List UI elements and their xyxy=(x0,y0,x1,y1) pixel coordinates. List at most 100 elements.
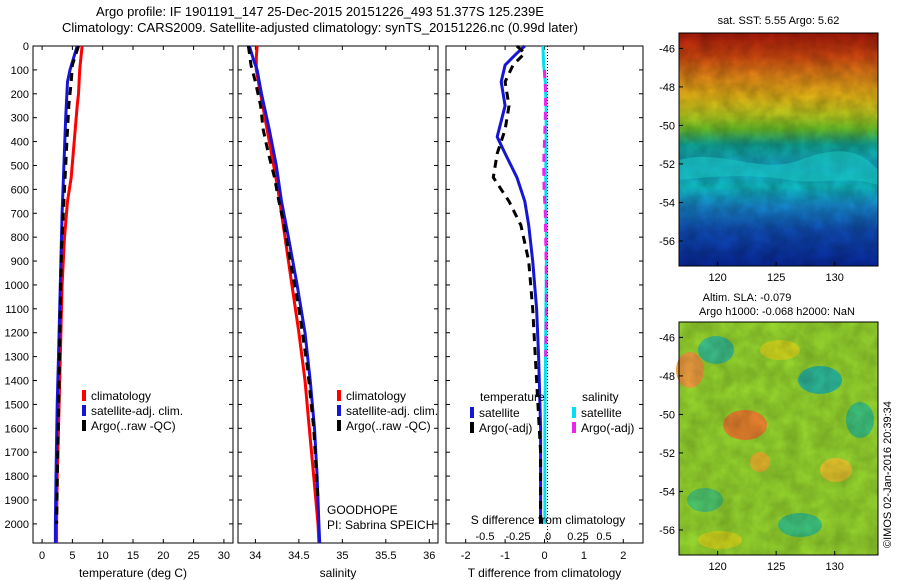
legend-label: Argo(-adj) xyxy=(581,421,634,435)
sst-frame xyxy=(678,32,879,267)
x-tick-label: 1 xyxy=(581,550,587,562)
series-line xyxy=(53,45,79,543)
depth-tick-label: 800 xyxy=(11,232,29,244)
x-tick-label: 0 xyxy=(541,550,547,562)
legend-swatch xyxy=(470,422,474,433)
lon-tick-label: 120 xyxy=(708,272,726,284)
depth-tick-label: 100 xyxy=(11,65,29,77)
depth-tick-label: 300 xyxy=(11,113,29,125)
series-line xyxy=(55,45,80,524)
lon-tick-label: 125 xyxy=(767,272,785,284)
x-axis-label: T difference from climatology xyxy=(468,566,622,580)
legend-label: satellite-adj. clim. xyxy=(91,404,183,418)
top-tick-label: 0 xyxy=(545,531,551,543)
x-tick-label: 35.5 xyxy=(375,550,396,562)
top-tick-label: 0.5 xyxy=(596,531,611,543)
series-line xyxy=(246,45,320,501)
legend-swatch xyxy=(572,422,576,433)
depth-tick-label: 600 xyxy=(11,184,29,196)
x-tick-label: 34 xyxy=(249,550,261,562)
sla-texture xyxy=(679,322,878,555)
legend-label: satellite xyxy=(581,406,622,420)
title-line-1: Argo profile: IF 1901191_147 25-Dec-2015… xyxy=(96,4,544,19)
x-axis-label: salinity xyxy=(320,566,357,580)
temperature-panel: 0 5 10 15 20 25 30 temperature (deg C) climatolo… xyxy=(33,45,233,580)
x-tick-label: -2 xyxy=(461,550,471,562)
salinity-top-ticks: -0.5 -0.25 0 0.25 0.5 xyxy=(476,531,612,543)
lat-tick-label: -54 xyxy=(659,486,675,498)
sst-caption: sat. SST: 5.55 Argo: 5.62 xyxy=(717,15,840,27)
legend-swatch xyxy=(82,405,86,416)
lat-tick-label: -52 xyxy=(659,448,675,460)
depth-tick-label: 0 xyxy=(23,41,29,53)
legend-heading: temperature xyxy=(480,390,545,404)
lat-tick-label: -56 xyxy=(659,525,675,537)
series-line xyxy=(491,44,543,524)
depth-tick-label: 1600 xyxy=(5,423,29,435)
legend-heading: salinity xyxy=(582,390,619,404)
x-tick-label: 0 xyxy=(39,550,45,562)
lat-tick-label: -48 xyxy=(659,371,675,383)
depth-tick-label: 200 xyxy=(11,89,29,101)
depth-tick-label: 1300 xyxy=(5,352,29,364)
legend-label: satellite xyxy=(479,406,520,420)
depth-tick-label: 1000 xyxy=(5,280,29,292)
sla-map xyxy=(676,321,879,556)
sla-frame xyxy=(678,321,879,556)
sst-axis-ticks: 120 125 130 -46 -48 -50 -52 -54 -56 xyxy=(659,43,844,284)
legend-label: Argo(..raw -QC) xyxy=(91,419,176,433)
lat-tick-label: -52 xyxy=(659,159,675,171)
legend-swatch xyxy=(470,407,474,418)
x-tick-label: 30 xyxy=(218,550,230,562)
imos-watermark: ©IMOS 02-Jan-2016 20:39:34 xyxy=(882,401,894,548)
salinity-panel-frame xyxy=(237,45,439,544)
depth-tick-label: 1400 xyxy=(5,376,29,388)
top-tick-label: -0.5 xyxy=(476,531,495,543)
title-line-2: Climatology: CARS2009. Satellite-adjuste… xyxy=(62,20,578,35)
sla-caption-1: Altim. SLA: -0.079 xyxy=(702,292,792,304)
lat-tick-label: -50 xyxy=(659,409,675,421)
legend-swatch xyxy=(572,407,576,418)
series-line xyxy=(542,69,548,357)
x-axis-label: temperature (deg C) xyxy=(79,566,187,580)
lat-tick-label: -56 xyxy=(659,236,675,248)
legend-label: climatology xyxy=(346,389,406,403)
lat-tick-label: -50 xyxy=(659,120,675,132)
salinity-panel: 34 34.5 35 35.5 36 salinity climatologysatelli… xyxy=(238,45,438,580)
legend-label: Argo(..raw -QC) xyxy=(346,419,431,433)
legend-swatch xyxy=(82,390,86,401)
legend-swatch xyxy=(82,420,86,431)
project-annotation: GOODHOPE xyxy=(327,503,398,517)
sla-axis-ticks: 120 125 130 -46 -48 -50 -52 -54 -56 xyxy=(659,332,844,573)
x-tick-label: 2 xyxy=(620,550,626,562)
x-tick-label: 25 xyxy=(187,550,199,562)
depth-tick-label: 400 xyxy=(11,137,29,149)
depth-axis: 0 100 200 300 400 500 600 700 800 900 1000 1100 1200… xyxy=(5,41,29,531)
series-line xyxy=(254,45,321,544)
top-tick-label: -0.25 xyxy=(505,531,530,543)
x-tick-label: 5 xyxy=(69,550,75,562)
depth-tick-label: 2000 xyxy=(5,519,29,531)
depth-tick-label: 1800 xyxy=(5,471,29,483)
depth-tick-label: 900 xyxy=(11,256,29,268)
legend-label: climatology xyxy=(91,389,151,403)
series-line xyxy=(247,45,322,544)
depth-tick-label: 1900 xyxy=(5,495,29,507)
top-tick-label: 0.25 xyxy=(567,531,588,543)
depth-tick-label: 700 xyxy=(11,208,29,220)
lat-tick-label: -46 xyxy=(659,43,675,55)
x-tick-label: -1 xyxy=(500,550,510,562)
depth-tick-label: 1200 xyxy=(5,328,29,340)
x-tick-label: 20 xyxy=(157,550,169,562)
lon-tick-label: 125 xyxy=(767,561,785,573)
depth-tick-label: 1500 xyxy=(5,399,29,411)
sst-front-band xyxy=(679,151,878,185)
depth-tick-label: 500 xyxy=(11,160,29,172)
legend-swatch xyxy=(337,405,341,416)
series-line xyxy=(495,44,543,524)
lat-tick-label: -46 xyxy=(659,332,675,344)
legend-swatch xyxy=(337,420,341,431)
s-diff-label: S difference from climatology xyxy=(471,513,626,527)
lat-tick-label: -54 xyxy=(659,197,675,209)
